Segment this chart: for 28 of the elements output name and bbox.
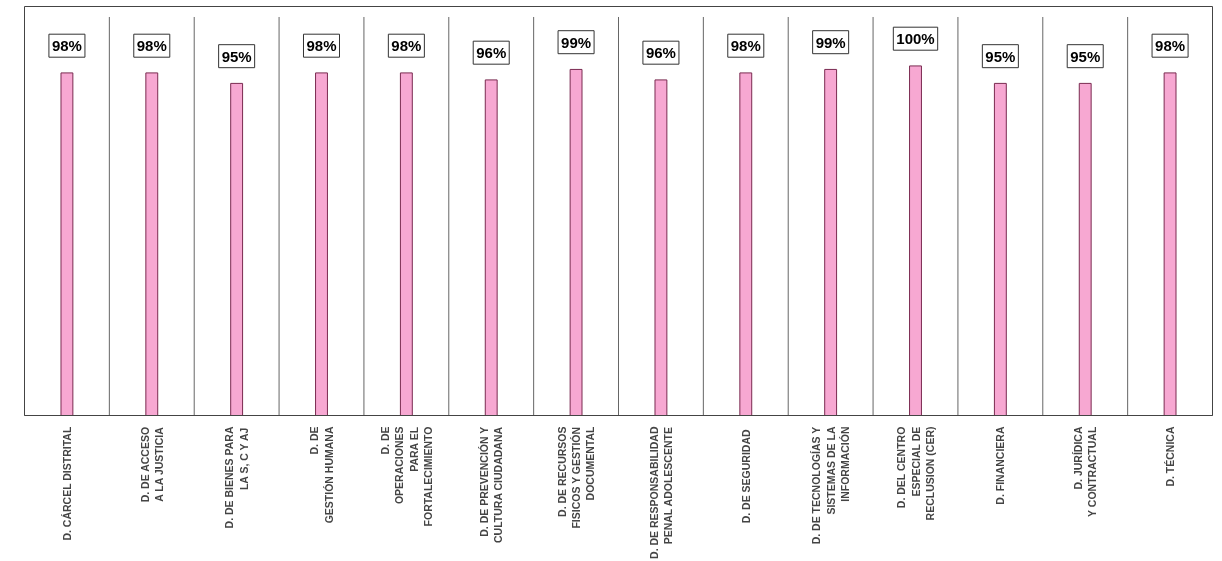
x-tick-label: D. FINANCIERA bbox=[994, 426, 1007, 505]
data-label: 98% bbox=[391, 37, 422, 55]
data-label: 99% bbox=[815, 33, 846, 51]
data-label: 98% bbox=[306, 37, 337, 55]
x-tick-label: D. DEL CENTRO ESPECIAL DE RECLUSION (CER) bbox=[895, 426, 936, 521]
x-tick-label: D. JURÍDICA Y CONTRACTUAL bbox=[1072, 426, 1099, 517]
x-tick-label: D. DE GESTIÓN HUMANA bbox=[308, 426, 335, 524]
data-label: 95% bbox=[1070, 47, 1101, 65]
x-tick-label: D. DE ACCESO A LA JUSTICIA bbox=[138, 426, 165, 503]
data-label: 95% bbox=[221, 47, 252, 65]
x-tick-label: D. DE RESPONSABILIDAD PENAL ADOLESCENTE bbox=[647, 426, 675, 559]
x-tick-label: D. DE PREVENCIÓN Y CULTURA CIUDADANA bbox=[478, 426, 505, 543]
data-label: 95% bbox=[985, 47, 1016, 65]
x-tick-label: D. DE TECNOLOGÍAS Y SISTEMAS DE LA INFORMACIÓN bbox=[810, 426, 852, 545]
x-tick-label: D. CÁRCEL DISTRITAL bbox=[60, 426, 73, 541]
data-label: 98% bbox=[1155, 37, 1186, 55]
data-label: 98% bbox=[136, 37, 167, 55]
x-tick-label: D. DE OPERACIONES PARA EL FORTALECIMIENTO bbox=[378, 426, 434, 527]
data-label: 96% bbox=[476, 44, 507, 62]
x-tick-label: D. TÉCNICA bbox=[1164, 426, 1177, 487]
x-tick-label: D. DE BIENES PARA LA S, C Y AJ bbox=[223, 426, 250, 529]
data-label: 99% bbox=[561, 33, 592, 51]
data-label: 98% bbox=[51, 37, 82, 55]
data-label: 98% bbox=[730, 37, 761, 55]
x-tick-label: D. DE SEGURIDAD bbox=[739, 429, 752, 524]
data-label: 96% bbox=[645, 44, 676, 62]
x-tick-label: D. DE RECURSOS FISICOS Y GESTIÓN DOCUMENTAL bbox=[555, 425, 597, 529]
data-label: 100% bbox=[896, 30, 935, 48]
